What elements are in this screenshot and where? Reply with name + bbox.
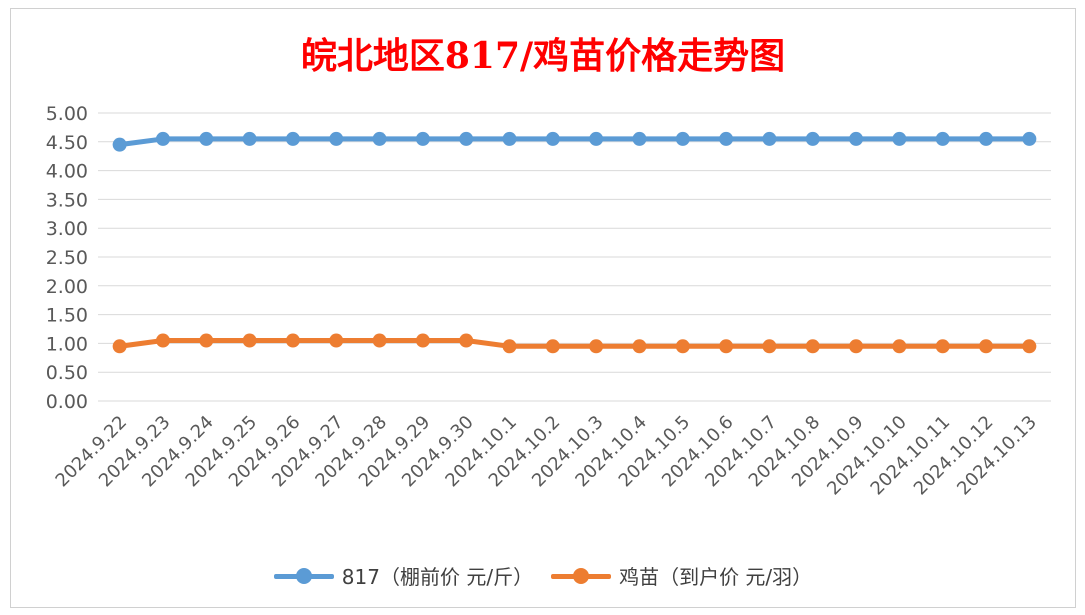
data-point <box>459 131 474 146</box>
data-point <box>935 339 950 354</box>
y-tick-label: 3.00 <box>46 218 88 240</box>
data-point <box>285 333 300 348</box>
y-tick-label: 4.00 <box>46 161 88 183</box>
data-point <box>632 131 647 146</box>
data-point <box>112 137 127 152</box>
data-point <box>329 131 344 146</box>
data-point <box>545 339 560 354</box>
data-point <box>892 131 907 146</box>
data-point <box>242 131 257 146</box>
data-point <box>979 339 994 354</box>
data-point <box>415 131 430 146</box>
data-point <box>719 339 734 354</box>
y-tick-label: 0.50 <box>46 362 88 384</box>
line-chart: 0.00 0.50 1.00 1.50 2.00 2.50 3.00 3.50 4.00 4.50… <box>46 103 1051 499</box>
data-point <box>719 131 734 146</box>
data-point <box>1022 131 1037 146</box>
data-point <box>849 339 864 354</box>
data-point <box>545 131 560 146</box>
y-tick-label: 4.50 <box>46 132 88 154</box>
data-point <box>892 339 907 354</box>
data-point <box>762 131 777 146</box>
legend: 817（棚前价 元/斤） 鸡苗（到户价 元/羽） <box>11 561 1075 590</box>
data-point <box>372 131 387 146</box>
series-line-1 <box>117 338 1032 349</box>
chart-title: 皖北地区817/鸡苗价格走势图 <box>300 35 786 77</box>
y-tick-label: 3.50 <box>46 189 88 211</box>
legend-item-chick: 鸡苗（到户价 元/羽） <box>551 561 812 590</box>
data-point <box>459 333 474 348</box>
data-point <box>112 339 127 354</box>
data-point <box>502 339 517 354</box>
y-tick-label: 2.50 <box>46 247 88 269</box>
data-point <box>415 333 430 348</box>
data-point <box>199 131 214 146</box>
data-point <box>849 131 864 146</box>
chart-area[interactable]: 皖北地区817/鸡苗价格走势图 0.00 0.50 1.00 1.50 2.00 2.50… <box>10 8 1076 608</box>
legend-swatch-817 <box>273 567 334 585</box>
y-tick-label: 2.00 <box>46 276 88 298</box>
data-point <box>805 339 820 354</box>
data-point <box>155 333 170 348</box>
y-tick-label: 1.00 <box>46 333 88 355</box>
legend-label-chick: 鸡苗（到户价 元/羽） <box>619 565 813 589</box>
data-point <box>762 339 777 354</box>
data-point <box>589 339 604 354</box>
y-tick-label: 5.00 <box>46 103 88 125</box>
y-tick-label: 1.50 <box>46 305 88 327</box>
data-point <box>935 131 950 146</box>
data-point <box>155 131 170 146</box>
data-point <box>979 131 994 146</box>
legend-swatch-chick <box>551 567 612 585</box>
data-point <box>502 131 517 146</box>
data-point <box>1022 339 1037 354</box>
data-point <box>805 131 820 146</box>
data-point <box>372 333 387 348</box>
data-point <box>242 333 257 348</box>
series-line-0 <box>117 136 1032 148</box>
data-point <box>329 333 344 348</box>
y-tick-label: 0.00 <box>46 391 88 413</box>
data-point <box>675 339 690 354</box>
data-point <box>589 131 604 146</box>
legend-label-817: 817（棚前价 元/斤） <box>341 565 534 589</box>
legend-item-817: 817（棚前价 元/斤） <box>273 561 534 590</box>
data-point <box>632 339 647 354</box>
data-point <box>285 131 300 146</box>
data-point <box>199 333 214 348</box>
data-point <box>675 131 690 146</box>
